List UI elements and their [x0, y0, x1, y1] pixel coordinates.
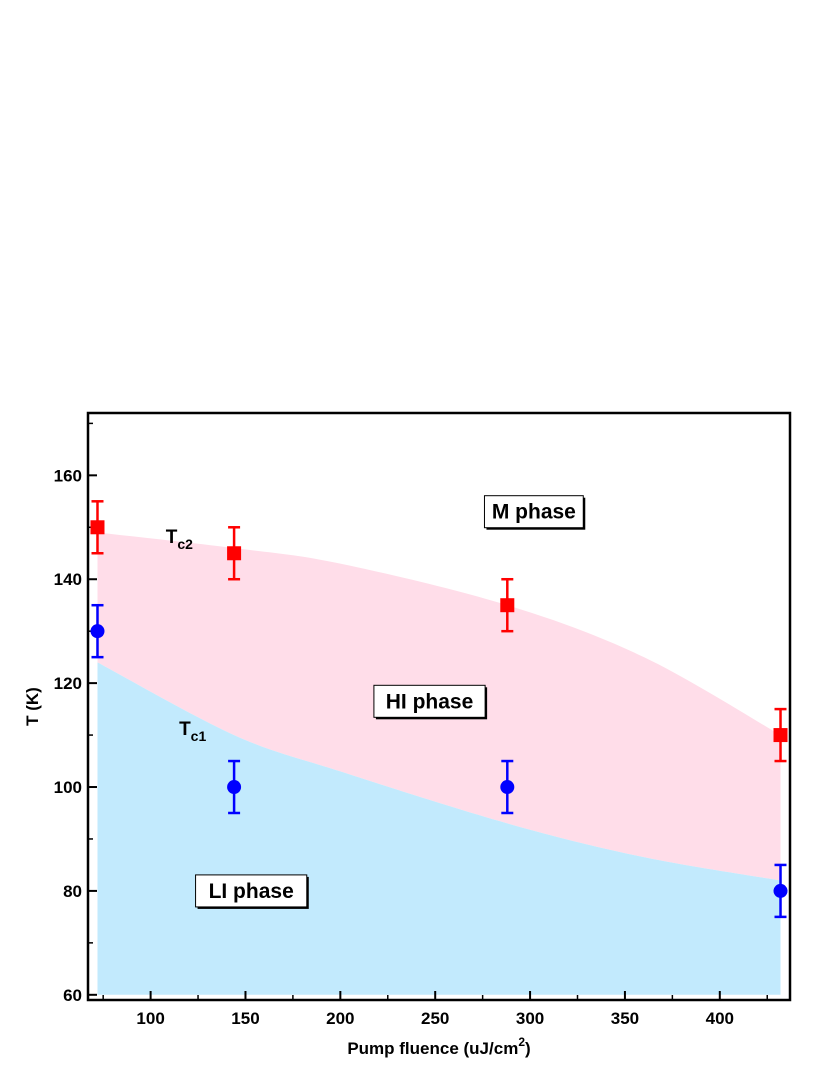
hi-phase-label: HI phase — [373, 684, 488, 720]
x-axis-label: Pump fluence (uJ/cm2) — [347, 1035, 530, 1058]
tc1-point — [227, 780, 242, 795]
x-axis-label-sup: 2 — [518, 1035, 525, 1049]
x-tick-label: 150 — [231, 1009, 259, 1028]
y-tick-label: 140 — [54, 570, 82, 589]
x-tick-label: 100 — [136, 1009, 164, 1028]
svg-text:HI phase: HI phase — [386, 690, 474, 713]
tc2-point — [90, 520, 105, 535]
x-axis-label-close: ) — [525, 1039, 531, 1058]
x-axis-label-main: Pump fluence (uJ/cm — [347, 1039, 518, 1058]
tc2-point — [500, 598, 515, 613]
y-tick-label: 80 — [63, 882, 82, 901]
tc1-point — [500, 780, 515, 795]
plot-frame — [86, 411, 792, 1002]
x-tick-label: 300 — [516, 1009, 544, 1028]
y-axis: 60 80 100 120 140 160 — [54, 422, 97, 1005]
tc1-curve-label: Tc1 — [179, 719, 206, 744]
data-markers — [90, 520, 788, 898]
svg-text:M phase: M phase — [492, 501, 576, 524]
y-tick-label: 120 — [54, 674, 82, 693]
y-tick-label: 100 — [54, 778, 82, 797]
y-tick-label: 160 — [54, 466, 82, 485]
tc1-point — [90, 624, 105, 639]
tc1-point — [773, 883, 788, 898]
x-tick-label: 250 — [421, 1009, 449, 1028]
x-tick-label: 400 — [706, 1009, 734, 1028]
tc2-curve-label: Tc2 — [166, 527, 193, 552]
y-axis-label: T (K) — [23, 687, 42, 726]
li-phase-region — [97, 662, 781, 995]
svg-text:LI phase: LI phase — [209, 880, 294, 903]
tc2-point — [227, 546, 242, 561]
tc2-point — [773, 728, 788, 743]
m-phase-label: M phase — [483, 495, 586, 530]
phase-labels: M phase HI phase LI phase — [195, 495, 586, 909]
phase-regions — [97, 532, 781, 995]
curve-labels: Tc2 Tc1 — [166, 527, 207, 744]
x-tick-label: 350 — [611, 1009, 639, 1028]
x-tick-label: 200 — [326, 1009, 354, 1028]
y-tick-label: 60 — [63, 986, 82, 1005]
li-phase-label: LI phase — [195, 874, 309, 909]
x-axis: 100 150 200 250 300 350 400 — [102, 991, 768, 1028]
